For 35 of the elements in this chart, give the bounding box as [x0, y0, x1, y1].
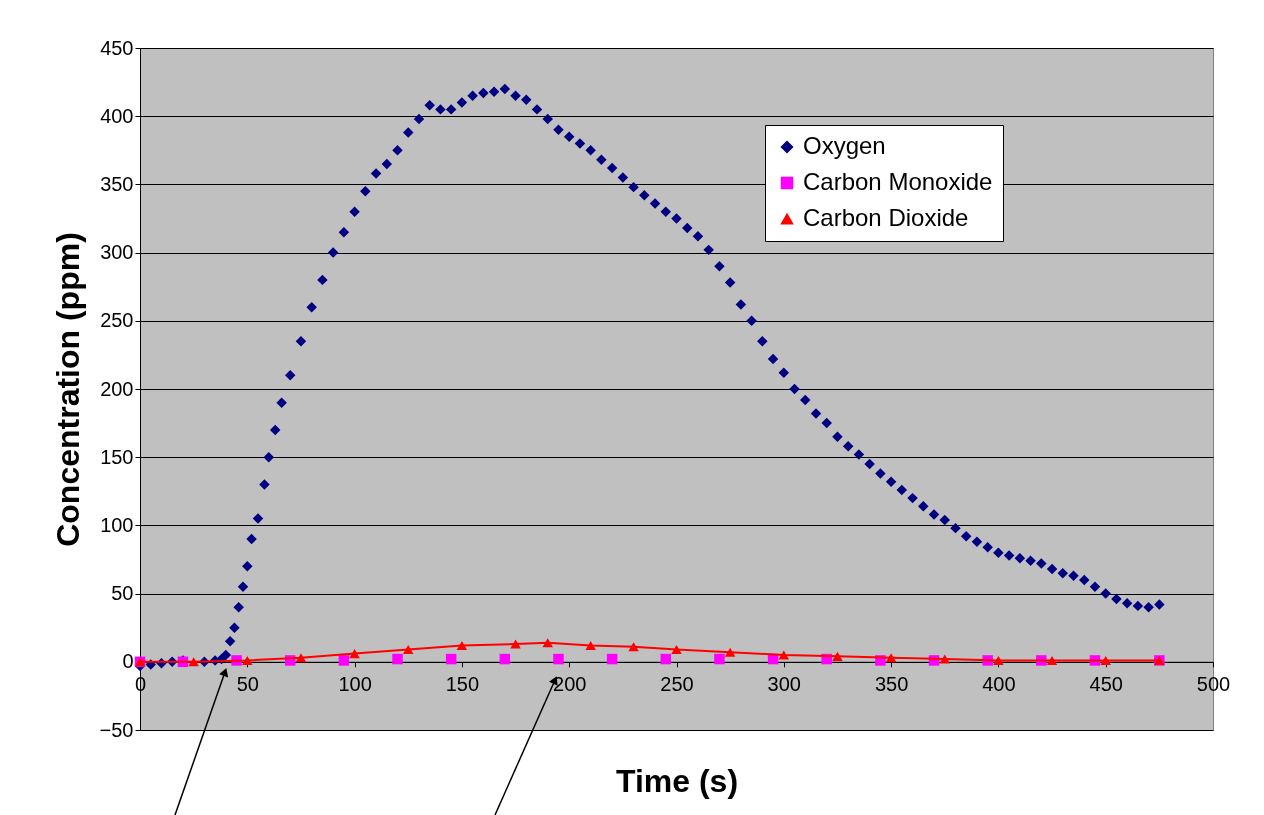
- y-tick-label: 200: [100, 377, 134, 400]
- x-tick-label: 450: [1089, 673, 1123, 696]
- point: [499, 653, 511, 665]
- x-tick-label: 200: [553, 673, 587, 696]
- point: [714, 653, 725, 665]
- y-axis-title: Concentration (ppm): [49, 232, 86, 547]
- x-tick-label: 100: [338, 673, 372, 696]
- x-tick-label: 350: [874, 673, 909, 696]
- point: [660, 653, 672, 665]
- y-tick-label: −50: [99, 718, 134, 741]
- point: [392, 653, 403, 665]
- y-tick-label: 250: [100, 309, 134, 332]
- x-tick-label: 300: [767, 673, 801, 696]
- y-tick-label: 300: [100, 241, 134, 264]
- y-tick-label: 400: [100, 104, 134, 127]
- point: [445, 653, 457, 665]
- y-tick-label: 150: [100, 445, 134, 468]
- x-tick-label: 150: [445, 673, 480, 696]
- x-tick-label: 250: [660, 673, 694, 696]
- legend-label: Oxygen: [803, 132, 886, 159]
- legend-label: Carbon Monoxide: [803, 168, 993, 195]
- y-tick-label: 350: [100, 172, 134, 195]
- point: [606, 653, 618, 665]
- point: [510, 639, 521, 649]
- point: [553, 653, 564, 665]
- x-tick-label: 400: [982, 673, 1016, 696]
- y-tick-label: 50: [111, 582, 134, 605]
- y-tick-label: 450: [100, 36, 134, 59]
- point: [338, 655, 350, 666]
- y-tick-label: 100: [100, 513, 134, 536]
- y-tick-label: 0: [122, 650, 134, 673]
- x-tick-label: 50: [236, 673, 259, 696]
- x-tick-label: 500: [1196, 673, 1231, 696]
- legend-label: Carbon Dioxide: [803, 204, 969, 231]
- x-axis-title: Time (s): [615, 763, 739, 800]
